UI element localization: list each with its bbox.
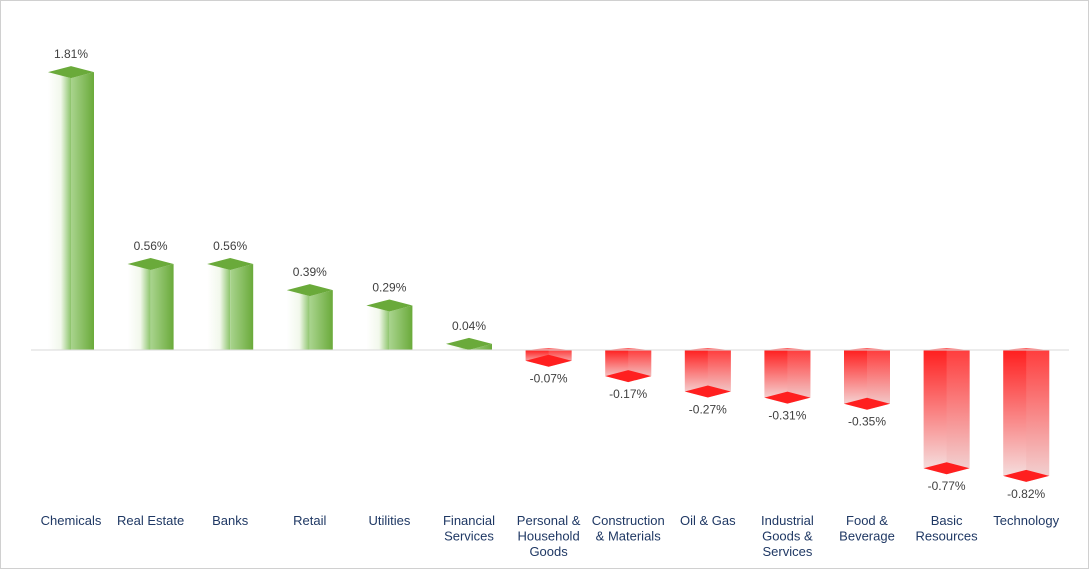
value-label: -0.77% [928, 479, 966, 493]
bar-front-face [366, 305, 390, 350]
category-label-line: Food & [846, 513, 888, 528]
category-label: Food & Beverage [839, 513, 895, 544]
category-label-line: Services [444, 529, 494, 544]
value-label: -0.82% [1007, 487, 1045, 501]
category-label-line: Chemicals [41, 513, 102, 528]
bar-top-cap [366, 299, 413, 312]
bar-personal-household-goods [525, 348, 572, 367]
bar-real-estate [127, 258, 174, 350]
bar-food-beverage [844, 348, 890, 410]
value-label: -0.31% [768, 409, 806, 423]
bar-front-face [286, 290, 310, 350]
bar-utilities [366, 299, 413, 350]
bar-side-face [150, 264, 174, 350]
bar-side-face [230, 264, 254, 350]
category-label: Construction & Materials [592, 513, 665, 544]
bar-top-cap [286, 284, 333, 297]
value-label: -0.35% [848, 415, 886, 429]
value-label: -0.07% [530, 372, 568, 386]
category-label-line: Personal & [517, 513, 581, 528]
value-label: 0.39% [293, 265, 327, 279]
bar-chemicals [48, 66, 94, 350]
category-label-line: Goods [529, 544, 568, 559]
category-labels-group: Chemicals Real Estate Banks Retail Utilities… [41, 513, 1060, 559]
category-label: Utilities [368, 513, 410, 528]
category-label-line: Resources [916, 529, 979, 544]
category-label-line: Financial [443, 513, 495, 528]
category-label-line: Real Estate [117, 513, 184, 528]
bar-oil-gas [684, 348, 731, 398]
bar-bottom-cap [923, 462, 970, 475]
bar-side-face [71, 72, 94, 350]
value-label: 0.56% [213, 239, 247, 253]
bar-side-face [867, 350, 890, 410]
bar-side-face [946, 350, 970, 475]
category-label-line: Basic [931, 513, 963, 528]
category-label: Retail [293, 513, 326, 528]
category-label: Industrial Goods & Services [761, 513, 814, 559]
category-label: Financial Services [443, 513, 495, 544]
bar-top-cap [446, 337, 492, 350]
bar-top-cap [207, 258, 254, 271]
category-label-line: Goods & [762, 529, 813, 544]
bar-side-face [309, 290, 333, 350]
value-label: 0.56% [134, 239, 168, 253]
category-label: Real Estate [117, 513, 184, 528]
category-label-line: Banks [212, 513, 249, 528]
bar-bottom-cap [684, 385, 731, 398]
bar-basic-resources [923, 348, 970, 475]
value-label: 0.29% [372, 280, 406, 294]
bars-group [48, 66, 1050, 482]
bar-side-face [389, 305, 413, 350]
category-label: Chemicals [41, 513, 102, 528]
value-label: -0.17% [609, 387, 647, 401]
bar-side-face [787, 350, 811, 404]
category-label-line: Retail [293, 513, 326, 528]
category-label-line: & Materials [596, 529, 662, 544]
category-label-line: Construction [592, 513, 665, 528]
category-label-line: Household [518, 529, 580, 544]
bar-industrial-goods-services [764, 348, 811, 404]
bar-front-face [446, 343, 469, 350]
value-label: 0.04% [452, 319, 486, 333]
category-label: Oil & Gas [680, 513, 736, 528]
category-label-line: Utilities [368, 513, 410, 528]
category-label-line: Industrial [761, 513, 814, 528]
bar-bottom-cap [1003, 469, 1050, 482]
category-label: Banks [212, 513, 249, 528]
value-label: -0.27% [689, 402, 727, 416]
value-label: 1.81% [54, 47, 88, 61]
category-label-line: Oil & Gas [680, 513, 736, 528]
bar-front-face [207, 264, 231, 350]
bar-financial-services [446, 337, 492, 350]
category-label: Personal & Household Goods [517, 513, 581, 559]
category-label: Basic Resources [916, 513, 979, 544]
category-label-line: Beverage [839, 529, 895, 544]
bar-bottom-cap [605, 370, 652, 383]
bar-front-face [127, 264, 151, 350]
category-label-line: Services [762, 544, 812, 559]
bar-banks [207, 258, 254, 350]
bar-bottom-cap [844, 397, 890, 410]
bar-top-cap [48, 66, 94, 79]
category-label-line: Technology [993, 513, 1059, 528]
bar-front-face [48, 72, 71, 350]
category-label: Technology [993, 513, 1059, 528]
bar-top-cap [127, 258, 174, 271]
value-labels-group: 1.81% 0.56% 0.56% 0.39% 0.29% 0.04% -0.07% -0.1… [54, 47, 1046, 501]
bar-technology [1003, 348, 1050, 482]
bar-retail [286, 284, 333, 350]
bar-side-face [1026, 350, 1050, 482]
bar-construction-materials [605, 348, 652, 383]
bar-side-face [469, 343, 492, 350]
bar-bottom-cap [764, 391, 811, 404]
bar-side-face [707, 350, 731, 398]
bar-bottom-cap [525, 354, 572, 367]
